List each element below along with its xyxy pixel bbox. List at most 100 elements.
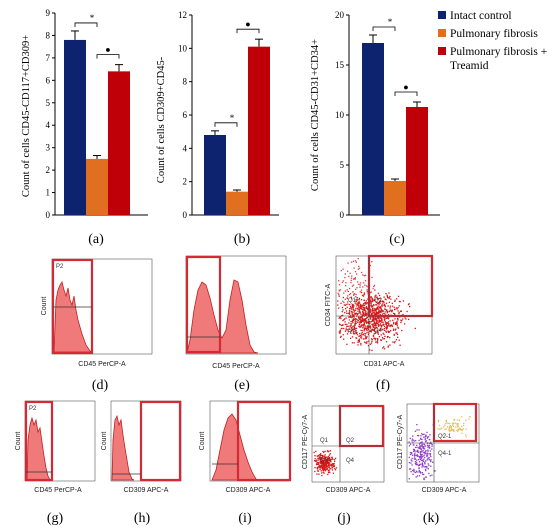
event-dot bbox=[357, 302, 359, 305]
event-dot bbox=[320, 461, 323, 463]
event-dot bbox=[384, 313, 386, 315]
bar-chart-c: Count of cells CD45-CD31+CD34+ 0 5 10 15 20 *… bbox=[310, 10, 440, 220]
event-dot bbox=[422, 473, 425, 476]
event-dot bbox=[383, 338, 386, 340]
event-dot bbox=[363, 330, 365, 332]
event-dot bbox=[373, 318, 375, 321]
event-dot bbox=[329, 458, 331, 460]
event-dot bbox=[357, 304, 359, 306]
event-dot bbox=[346, 306, 348, 308]
event-dot bbox=[388, 314, 390, 316]
event-dot bbox=[418, 443, 421, 445]
significance-bracket-star bbox=[214, 122, 238, 127]
y-tick-label: 0 bbox=[340, 210, 345, 220]
flow-histogram-d: P2 Count CD45 PerCP-A bbox=[41, 258, 153, 368]
event-dot bbox=[344, 276, 346, 279]
event-dot bbox=[353, 331, 355, 333]
event-dot bbox=[378, 324, 380, 326]
event-dot bbox=[364, 303, 366, 305]
event-dot bbox=[412, 473, 414, 475]
event-dot bbox=[374, 295, 377, 297]
event-dot bbox=[347, 312, 349, 315]
y-tick-label: 6 bbox=[46, 75, 51, 85]
event-dot bbox=[373, 309, 375, 311]
event-dot bbox=[370, 304, 372, 307]
event-dot bbox=[376, 312, 378, 314]
event-dot bbox=[367, 327, 369, 329]
event-dot bbox=[429, 450, 431, 452]
event-dot bbox=[378, 304, 380, 306]
event-dot bbox=[386, 295, 388, 298]
event-dot bbox=[332, 463, 335, 465]
event-dot bbox=[376, 329, 378, 331]
event-dot bbox=[424, 452, 426, 455]
event-dot bbox=[360, 321, 362, 323]
event-dot bbox=[414, 462, 417, 465]
event-dot bbox=[373, 313, 375, 315]
event-dot bbox=[344, 321, 346, 323]
event-dot bbox=[318, 466, 320, 468]
event-dot bbox=[355, 327, 358, 330]
event-dot bbox=[375, 301, 377, 304]
event-dot bbox=[386, 322, 388, 324]
event-dot bbox=[380, 306, 382, 308]
significance-dot: ● bbox=[245, 19, 250, 29]
event-dot bbox=[409, 305, 411, 308]
xaxis-d: CD45 PerCP-A bbox=[78, 361, 126, 368]
event-dot bbox=[453, 429, 455, 431]
event-dot bbox=[387, 331, 390, 334]
event-dot bbox=[350, 323, 352, 325]
event-dot bbox=[325, 463, 328, 465]
event-dot bbox=[372, 319, 374, 321]
event-dot bbox=[349, 305, 352, 308]
event-dot bbox=[422, 455, 424, 457]
event-dot bbox=[347, 325, 349, 328]
event-dot bbox=[387, 305, 389, 307]
event-dot bbox=[386, 324, 388, 327]
event-dot bbox=[363, 324, 365, 326]
event-dot bbox=[326, 458, 328, 460]
event-dot bbox=[355, 318, 357, 321]
event-dot bbox=[425, 435, 427, 437]
scatter-dots-f bbox=[337, 257, 416, 352]
event-dot bbox=[318, 454, 321, 456]
flow-histogram-h: Count CD309 APC-A bbox=[101, 400, 182, 494]
significance-star: * bbox=[230, 113, 235, 123]
event-dot bbox=[428, 459, 430, 461]
significance-dot: ● bbox=[105, 45, 110, 55]
event-dot bbox=[430, 459, 432, 461]
event-dot bbox=[389, 325, 391, 327]
significance-bracket-dot bbox=[236, 28, 260, 34]
event-dot bbox=[384, 311, 386, 313]
event-dot bbox=[371, 319, 373, 321]
event-dot bbox=[365, 311, 367, 313]
event-dot bbox=[356, 303, 358, 305]
event-dot bbox=[429, 438, 431, 441]
event-dot bbox=[345, 310, 348, 312]
event-dot bbox=[324, 470, 326, 472]
event-dot bbox=[408, 461, 411, 464]
event-dot bbox=[377, 337, 379, 340]
event-dot bbox=[377, 297, 379, 299]
event-dot bbox=[333, 459, 336, 461]
event-dot bbox=[358, 299, 360, 301]
gate-box-i bbox=[236, 400, 292, 482]
event-dot bbox=[361, 324, 364, 326]
event-dot bbox=[437, 419, 440, 422]
event-dot bbox=[355, 337, 357, 339]
event-dot bbox=[329, 462, 331, 464]
event-dot bbox=[373, 284, 376, 287]
event-dot bbox=[372, 334, 375, 336]
event-dot bbox=[363, 275, 365, 277]
event-dot bbox=[353, 318, 356, 321]
event-dot bbox=[397, 336, 399, 338]
event-dot bbox=[344, 330, 347, 332]
event-dot bbox=[376, 304, 378, 306]
gate-box-e bbox=[185, 255, 222, 354]
event-dot bbox=[382, 303, 384, 305]
event-dot bbox=[322, 457, 324, 459]
event-dot bbox=[378, 321, 380, 323]
event-dot bbox=[369, 301, 372, 303]
flow-histogram-g: P2 Count CD45 PerCP-A bbox=[15, 400, 96, 494]
event-dot bbox=[424, 438, 426, 440]
